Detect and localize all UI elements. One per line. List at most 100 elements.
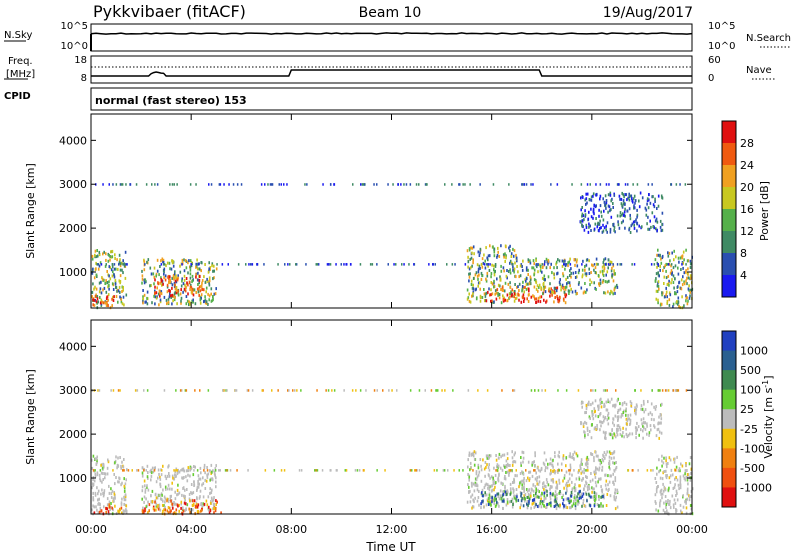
scatter-cell (580, 492, 583, 496)
scatter-cell (567, 264, 569, 268)
power-colorbar-swatch (722, 187, 736, 210)
scatter-cell (155, 296, 158, 300)
ytick-label: 3000 (59, 384, 87, 397)
scatter-cell (114, 504, 116, 508)
scatter-cell (522, 479, 525, 483)
echo-dot (609, 263, 612, 266)
echo-dot (352, 183, 354, 186)
scatter-cell (600, 210, 602, 214)
scatter-cell (485, 482, 488, 486)
scatter-cell (485, 465, 487, 469)
scatter-cell (107, 273, 109, 277)
echo-dot (345, 469, 347, 472)
echo-dot (565, 389, 568, 392)
scatter-cell (656, 284, 659, 288)
scatter-cell (574, 504, 577, 508)
echo-dot (605, 183, 608, 186)
scatter-cell (500, 481, 502, 485)
scatter-cell (477, 250, 480, 254)
scatter-cell (642, 421, 645, 425)
scatter-cell (557, 504, 560, 508)
scatter-cell (603, 419, 605, 423)
scatter-cell (162, 509, 164, 513)
scatter-cell (183, 258, 185, 262)
echo-dot (117, 389, 120, 392)
scatter-cell (108, 265, 111, 269)
scatter-cell (688, 495, 691, 499)
scatter-cell (100, 492, 102, 496)
echo-dot (118, 263, 120, 266)
scatter-cell (493, 496, 496, 500)
scatter-cell (572, 453, 574, 457)
scatter-cell (556, 271, 559, 275)
scatter-cell (625, 407, 627, 411)
scatter-cell (629, 418, 632, 422)
scatter-cell (144, 488, 147, 492)
scatter-cell (602, 274, 605, 278)
echo-dot (226, 389, 228, 392)
scatter-cell (203, 463, 206, 467)
scatter-cell (593, 227, 596, 231)
scatter-cell (108, 500, 111, 504)
echo-dot (646, 469, 649, 472)
scatter-cell (529, 282, 532, 286)
power-colorbar-label: Power [dB] (758, 181, 771, 241)
scatter-cell (653, 215, 656, 219)
scatter-cell (583, 471, 585, 475)
scatter-cell (602, 459, 605, 463)
scatter-cell (499, 284, 501, 288)
scatter-cell (609, 193, 612, 197)
scatter-cell (646, 432, 648, 436)
scatter-cell (473, 450, 476, 454)
scatter-cell (180, 301, 182, 305)
scatter-cell (512, 490, 515, 494)
scatter-cell (582, 422, 585, 426)
scatter-cell (186, 503, 189, 507)
echo-dot (632, 183, 634, 186)
echo-dot (557, 389, 559, 392)
scatter-cell (187, 261, 189, 265)
scatter-cell (94, 491, 97, 495)
scatter-cell (679, 480, 682, 484)
time-axis-ticks: 00:00 04:00 08:00 12:00 16:00 20:00 00:00 (75, 523, 708, 536)
scatter-cell (158, 503, 161, 507)
scatter-cell (213, 264, 215, 268)
scatter-cell (672, 487, 675, 490)
scatter-cell (109, 266, 111, 270)
scatter-cell (191, 280, 193, 284)
scatter-cell (605, 273, 607, 277)
scatter-cell (164, 500, 166, 504)
scatter-cell (668, 279, 670, 283)
echo-dot (218, 469, 220, 472)
scatter-cell (560, 288, 562, 292)
scatter-cell (500, 244, 502, 248)
scatter-cell (599, 401, 602, 405)
echo-dot (326, 263, 329, 266)
scatter-cell (679, 469, 681, 473)
scatter-cell (686, 487, 689, 491)
scatter-cell (141, 497, 143, 501)
scatter-cell (537, 299, 540, 303)
scatter-cell (610, 269, 613, 273)
scatter-cell (125, 293, 128, 297)
scatter-cell (159, 477, 162, 481)
scatter-cell (532, 266, 535, 270)
scatter-cell (475, 297, 478, 301)
scatter-cell (683, 282, 686, 286)
scatter-cell (549, 462, 552, 466)
scatter-cell (503, 476, 506, 480)
scatter-cell (686, 469, 688, 472)
scatter-cell (635, 429, 637, 433)
scatter-cell (145, 505, 148, 509)
scatter-cell (102, 478, 104, 481)
scatter-cell (535, 280, 538, 284)
scatter-cell (669, 499, 671, 503)
scatter-cell (617, 415, 620, 419)
scatter-cell (664, 295, 666, 299)
scatter-cell (657, 421, 660, 425)
scatter-cell (590, 472, 592, 475)
scatter-cell (511, 497, 514, 501)
scatter-cell (592, 216, 594, 220)
scatter-cell (113, 295, 115, 299)
scatter-cell (530, 295, 533, 299)
